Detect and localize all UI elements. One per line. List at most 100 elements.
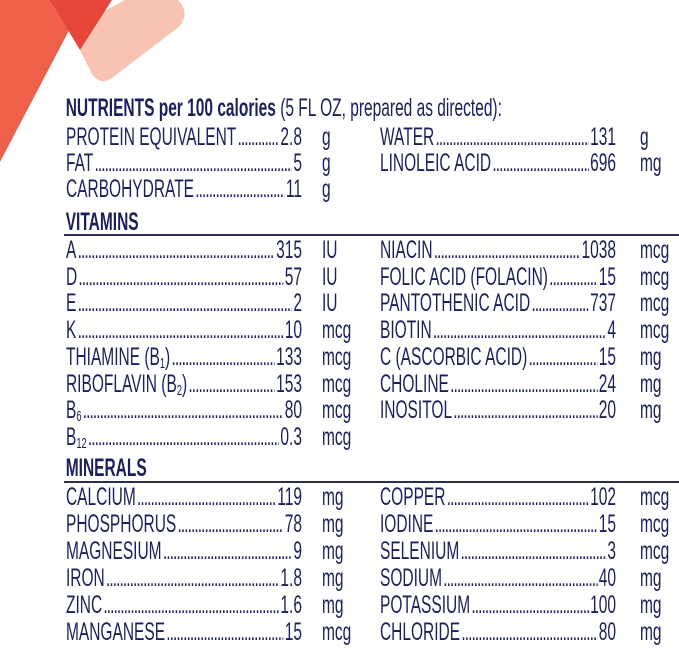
nutrient-row: IODINE 15: [380, 511, 616, 537]
dot-leader: [195, 176, 284, 202]
nutrient-unit: mg: [321, 590, 344, 619]
nutrient-row: D 57: [66, 264, 302, 290]
nutrient-label: COPPER: [379, 483, 446, 511]
dot-leader: [460, 538, 606, 564]
minerals-divider: [64, 481, 679, 483]
nutrient-name: SELENIUM: [380, 538, 459, 564]
nutrient-row: INOSITOL 20: [380, 397, 616, 423]
dot-leader: [453, 397, 597, 423]
nutrient-value: 80: [284, 396, 302, 425]
nutrient-label: BIOTIN: [379, 316, 432, 345]
nutrients-heading: NUTRIENTS per 100 calories (5 FL OZ, pre…: [66, 95, 502, 121]
nutrient-name: IRON: [66, 565, 105, 591]
nutrient-label: WATER: [379, 123, 435, 151]
nutrient-label: FOLIC ACID (FOLACIN): [379, 262, 548, 291]
nutrient-row: FOLIC ACID (FOLACIN) 15: [380, 264, 616, 290]
dot-leader: [434, 237, 580, 263]
nutrient-row: NIACIN 1038: [380, 237, 616, 263]
nutrient-name: FAT: [66, 150, 93, 176]
nutrient-row: E2: [66, 290, 302, 316]
dot-leader: [450, 371, 597, 397]
nutrient-name: LINOLEIC ACID: [380, 150, 491, 176]
nutrient-unit: IU: [321, 289, 338, 318]
nutrient-unit: g: [321, 175, 331, 203]
nutrient-unit: mcg: [321, 369, 352, 398]
nutrient-label: CHOLINE: [379, 369, 449, 398]
nutrient-name: CARBOHYDRATE: [66, 176, 194, 202]
nutrient-unit: mg: [321, 536, 344, 565]
nutrient-name: CALCIUM: [66, 484, 136, 510]
nutrient-value: 24: [598, 369, 616, 398]
nutrient-unit: mg: [639, 342, 662, 371]
nutrient-value: 15: [598, 262, 616, 291]
nutrient-label: PANTOTHENIC ACID: [379, 289, 531, 318]
nutrient-label: ZINC: [65, 590, 103, 619]
nutrient-label: MANGANESE: [65, 617, 166, 646]
nutrient-name: K: [66, 317, 76, 343]
nutrient-unit: mcg: [639, 536, 670, 565]
nutrient-label: K: [65, 316, 77, 345]
nutrient-row: A 315: [66, 237, 302, 263]
nutrient-unit: mg: [639, 563, 662, 592]
nutrient-label: CALCIUM: [65, 483, 136, 511]
nutrient-name: ZINC: [66, 592, 102, 618]
nutrient-row: SODIUM 40: [380, 565, 616, 591]
nutrient-label: SODIUM: [379, 563, 442, 592]
nutrient-name: MANGANESE: [66, 619, 165, 645]
nutrient-unit: mg: [639, 149, 662, 177]
nutrient-value: 40: [598, 563, 616, 592]
nutrients-heading-bold: NUTRIENTS per 100 calories: [65, 94, 276, 122]
nutrient-name: PROTEIN EQUIVALENT: [66, 124, 236, 150]
dot-leader: [188, 371, 274, 397]
nutrient-row: PANTOTHENIC ACID 737: [380, 290, 616, 316]
dot-leader: [83, 397, 284, 423]
dot-leader: [78, 290, 293, 316]
dot-leader: [103, 592, 279, 618]
nutrient-label: IODINE: [379, 509, 434, 538]
nutrient-label-suffix: ): [165, 342, 171, 371]
nutrient-subscript: 6: [76, 408, 82, 426]
nutrient-name: E: [66, 290, 76, 316]
orange-triangle: [0, 0, 85, 162]
nutrient-row: ZINC 1.6: [66, 592, 302, 618]
minerals-heading: MINERALS: [65, 454, 147, 482]
nutrient-name: MAGNESIUM: [66, 538, 162, 564]
nutrient-value: 57: [284, 262, 302, 291]
nutrient-label: D: [65, 262, 78, 291]
nutrient-unit: mcg: [639, 483, 670, 511]
nutrient-row: B12 0.3: [66, 424, 302, 451]
nutrient-name: CHOLINE: [380, 371, 449, 397]
nutrient-value: 15: [598, 509, 616, 538]
nutrient-name: SODIUM: [380, 565, 442, 591]
nutrient-name: RIBOFLAVIN (B2): [66, 369, 188, 398]
nutrient-name: INOSITOL: [380, 397, 452, 423]
nutrient-row: FAT 5: [66, 150, 302, 176]
nutrient-value: 5: [293, 149, 302, 177]
nutrient-row: IRON 1.8: [66, 565, 302, 591]
nutrient-value: 737: [590, 289, 616, 318]
nutrient-value: 102: [590, 483, 616, 511]
dot-leader: [78, 237, 275, 263]
nutrients-heading-serving: (5 FL OZ, prepared as directed):: [275, 94, 502, 122]
nutrient-label: FAT: [65, 149, 94, 177]
dot-leader: [447, 484, 589, 510]
nutrient-unit: mg: [639, 617, 662, 646]
nutrient-label: A: [65, 236, 77, 264]
nutrient-label-suffix: ): [181, 369, 188, 398]
nutrient-label: SELENIUM: [379, 536, 460, 565]
nutrient-unit: mcg: [639, 236, 670, 264]
nutrient-value: 15: [598, 342, 616, 371]
dot-leader: [492, 150, 589, 176]
dot-leader: [78, 317, 284, 343]
nutrient-value: 119: [277, 483, 302, 511]
nutrient-value: 3: [607, 536, 616, 565]
nutrient-unit: mcg: [321, 316, 352, 345]
nutrient-name: WATER: [380, 124, 434, 150]
nutrient-value: 696: [590, 149, 616, 177]
dot-leader: [163, 538, 292, 564]
nutrient-unit: mg: [639, 396, 662, 425]
nutrient-label: CHLORIDE: [379, 617, 461, 646]
nutrient-value: 20: [598, 396, 616, 425]
nutrient-unit: mg: [639, 369, 662, 398]
nutrient-label: E: [65, 289, 77, 318]
